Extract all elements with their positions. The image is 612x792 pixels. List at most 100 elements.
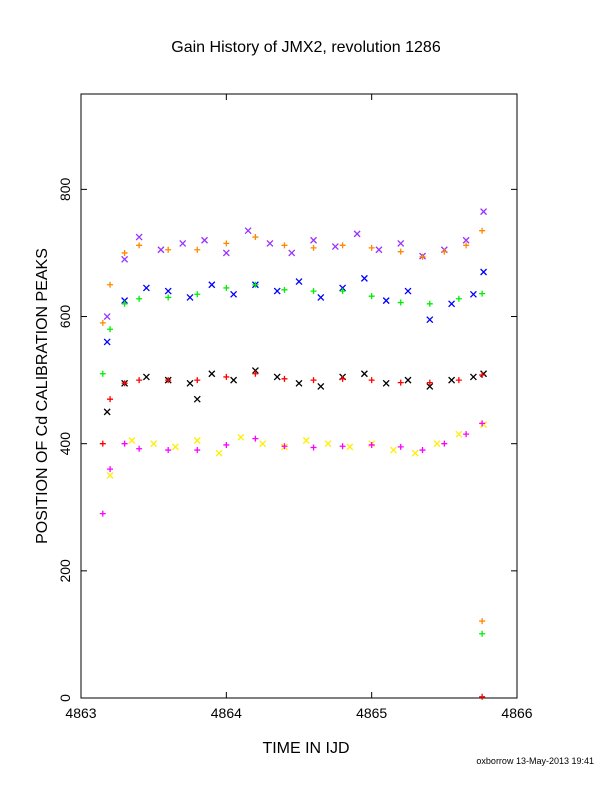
data-point <box>404 287 412 295</box>
y-tick-label: 0 <box>57 694 73 702</box>
data-point <box>121 255 129 263</box>
data-point <box>165 294 172 301</box>
data-point <box>99 370 106 377</box>
data-point <box>310 377 317 384</box>
data-point <box>121 297 129 305</box>
data-point <box>433 440 441 448</box>
y-axis-label: POSITION OF Cd CALIBRATION PEAKS <box>34 248 51 544</box>
data-point <box>479 618 486 625</box>
data-point <box>479 693 486 700</box>
data-point <box>404 376 412 384</box>
data-point <box>99 319 106 326</box>
y-axis-ticks: 0 200 400 600 800 <box>57 177 517 702</box>
data-point <box>397 248 404 255</box>
data-point <box>426 379 433 386</box>
x-tick-label: 4864 <box>211 705 242 721</box>
series-2 <box>103 268 488 346</box>
data-point <box>339 375 346 382</box>
data-point <box>223 284 230 291</box>
data-point <box>448 300 456 308</box>
data-point <box>455 430 463 438</box>
data-point <box>368 244 375 251</box>
data-point <box>273 287 281 295</box>
x-axis-ticks: 4863 4864 4865 4866 <box>65 94 533 721</box>
data-point <box>397 239 405 247</box>
data-point <box>480 208 488 216</box>
series-9 <box>479 630 486 637</box>
data-point <box>360 274 368 282</box>
data-point <box>136 295 143 302</box>
data-point <box>346 443 354 451</box>
data-point <box>419 447 426 454</box>
data-point <box>426 383 434 390</box>
y-tick-label: 200 <box>57 559 73 583</box>
data-point <box>368 293 375 300</box>
data-point <box>295 379 303 387</box>
data-point <box>441 248 448 255</box>
data-point <box>208 281 216 289</box>
data-point <box>441 440 448 447</box>
series-4 <box>103 367 488 416</box>
data-point <box>121 300 128 307</box>
data-point <box>302 437 310 444</box>
series-10 <box>479 693 486 700</box>
data-point <box>295 278 303 286</box>
data-point <box>281 375 288 382</box>
data-point <box>252 370 259 377</box>
credit-footer: oxborrow 13-May-2013 19:41 <box>476 756 594 766</box>
data-point <box>121 249 128 256</box>
data-point <box>266 239 274 247</box>
data-point <box>368 377 375 384</box>
data-point <box>281 443 288 450</box>
data-point <box>194 447 201 454</box>
data-point <box>107 466 114 473</box>
data-point <box>368 441 375 448</box>
data-point <box>165 447 172 454</box>
data-point <box>99 440 106 447</box>
data-point <box>99 510 106 517</box>
data-point <box>463 242 470 249</box>
data-point <box>339 443 346 450</box>
data-point <box>223 441 230 448</box>
data-point <box>426 300 433 307</box>
data-point <box>244 227 252 235</box>
data-point <box>281 286 288 293</box>
data-point <box>230 376 238 384</box>
data-point <box>375 246 383 254</box>
data-point <box>186 379 194 387</box>
series-5 <box>99 370 486 447</box>
data-point <box>310 444 317 451</box>
data-point <box>194 377 201 384</box>
data-point <box>103 338 111 346</box>
data-point <box>223 373 230 380</box>
data-point <box>252 234 259 241</box>
data-point <box>107 281 114 288</box>
data-point <box>390 446 397 454</box>
data-point <box>273 373 281 381</box>
data-point <box>121 440 128 447</box>
data-point <box>136 445 143 452</box>
y-tick-label: 600 <box>57 305 73 329</box>
data-point <box>469 373 477 381</box>
data-point <box>479 372 486 379</box>
series-6 <box>106 421 488 479</box>
data-point <box>360 370 368 378</box>
data-point <box>136 242 143 249</box>
series-3 <box>99 281 486 377</box>
data-point <box>252 281 259 288</box>
data-point <box>128 437 136 444</box>
data-point <box>208 370 216 378</box>
data-point <box>448 376 456 384</box>
data-point <box>479 227 486 234</box>
data-point <box>317 383 325 390</box>
data-point <box>353 230 361 238</box>
data-point <box>107 326 114 333</box>
data-point <box>479 630 486 637</box>
data-point <box>317 293 325 301</box>
data-point <box>179 239 187 247</box>
data-point <box>135 233 143 241</box>
data-point <box>172 443 179 451</box>
data-point <box>397 443 404 450</box>
data-point <box>310 288 317 295</box>
